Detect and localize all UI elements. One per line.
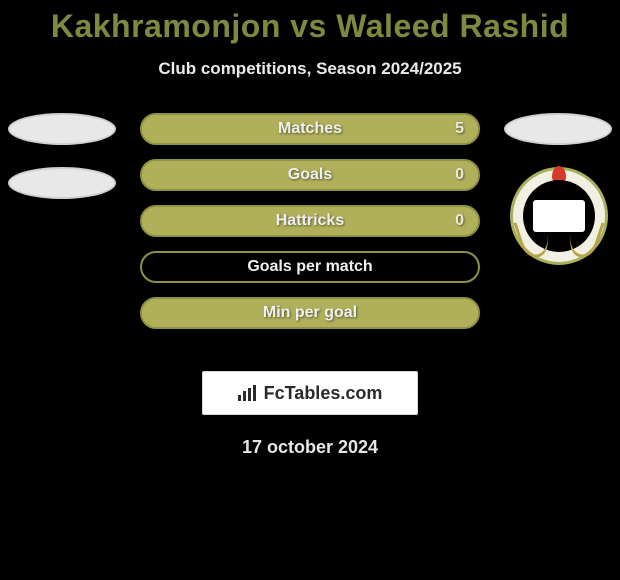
stat-label: Goals per match bbox=[247, 258, 372, 276]
stat-bar-goals-per-match: Goals per match bbox=[140, 251, 480, 283]
player-left-column bbox=[8, 113, 116, 221]
brand-text: FcTables.com bbox=[264, 383, 383, 404]
player-right-column bbox=[504, 113, 612, 265]
subtitle: Club competitions, Season 2024/2025 bbox=[0, 59, 620, 79]
stat-bars: Matches 5 Goals 0 Hattricks 0 Goals per … bbox=[140, 113, 480, 329]
page-title: Kakhramonjon vs Waleed Rashid bbox=[0, 8, 620, 45]
player-avatar-placeholder bbox=[504, 113, 612, 145]
brand-badge[interactable]: FcTables.com bbox=[202, 371, 418, 415]
stat-bar-min-per-goal: Min per goal bbox=[140, 297, 480, 329]
bar-chart-icon bbox=[238, 385, 258, 401]
comparison-card: Kakhramonjon vs Waleed Rashid Club compe… bbox=[0, 0, 620, 458]
stat-bar-goals: Goals 0 bbox=[140, 159, 480, 191]
stat-value: 5 bbox=[455, 120, 464, 138]
stat-label: Hattricks bbox=[276, 212, 344, 230]
stat-label: Min per goal bbox=[263, 304, 357, 322]
stat-bar-matches: Matches 5 bbox=[140, 113, 480, 145]
stats-area: Matches 5 Goals 0 Hattricks 0 Goals per … bbox=[0, 113, 620, 353]
player-avatar-placeholder bbox=[8, 113, 116, 145]
stat-value: 0 bbox=[455, 166, 464, 184]
stat-bar-hattricks: Hattricks 0 bbox=[140, 205, 480, 237]
player-avatar-placeholder bbox=[8, 167, 116, 199]
club-crest bbox=[510, 167, 608, 265]
stat-value: 0 bbox=[455, 212, 464, 230]
stat-label: Matches bbox=[278, 120, 342, 138]
stat-label: Goals bbox=[288, 166, 332, 184]
date-label: 17 october 2024 bbox=[0, 437, 620, 458]
